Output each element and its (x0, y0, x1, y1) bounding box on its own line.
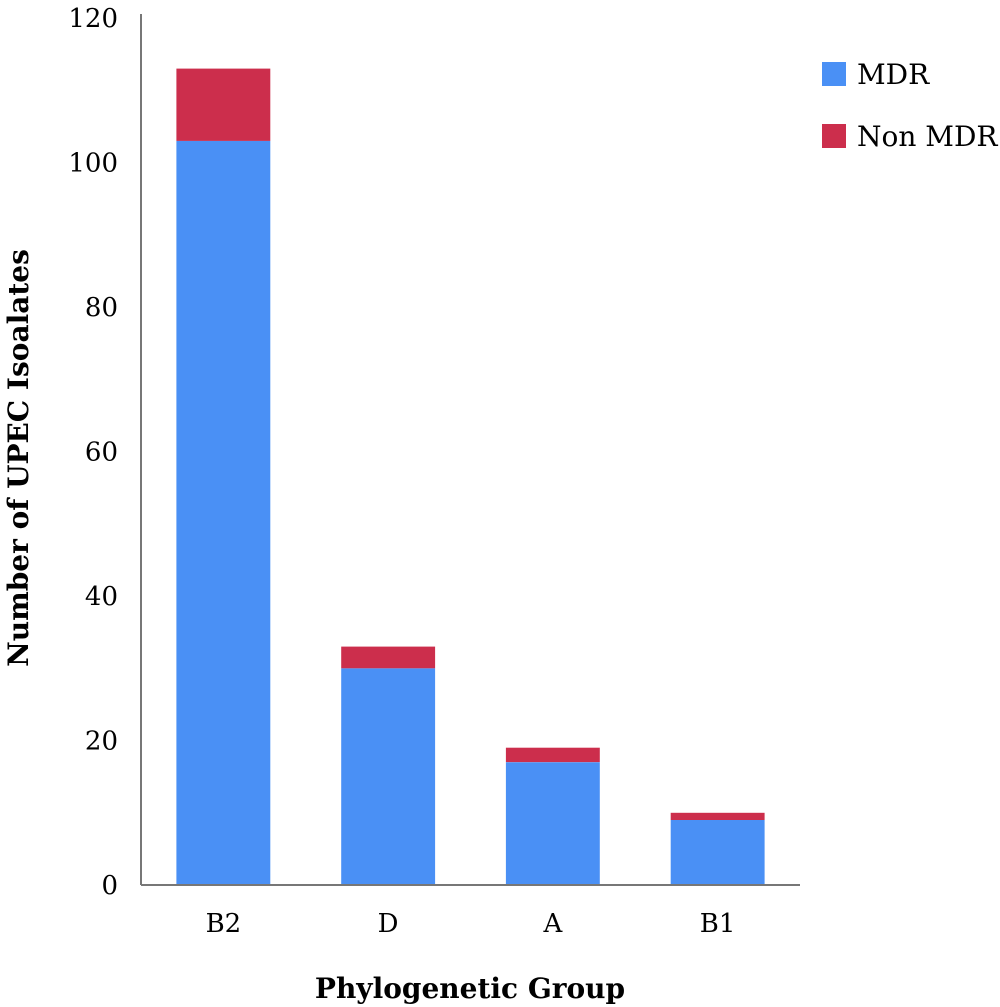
y-tick-label: 100 (68, 149, 118, 179)
legend-label-non-mdr: Non MDR (857, 120, 998, 153)
bar-non-mdr-a (505, 747, 600, 763)
x-tick-label: A (543, 909, 564, 939)
bar-non-mdr-b2 (176, 68, 271, 141)
x-tick-label: D (378, 909, 399, 939)
x-tick-labels: B2 D A B1 (206, 909, 736, 939)
bar-non-mdr-d (341, 646, 436, 669)
x-tick-label: B1 (700, 909, 736, 939)
x-tick-label: B2 (206, 909, 242, 939)
bar-non-mdr-b1 (670, 812, 765, 820)
bar-mdr-b2 (176, 140, 271, 886)
y-tick-label: 120 (68, 4, 118, 34)
x-axis-title: Phylogenetic Group (315, 972, 625, 1005)
y-tick-labels: 0 20 40 60 80 100 120 (68, 4, 118, 901)
bars-group (176, 68, 765, 886)
axes-group (140, 14, 800, 886)
y-axis-title: Number of UPEC Isoalates (2, 249, 35, 667)
y-tick-label: 80 (85, 293, 118, 323)
legend-label-mdr: MDR (857, 58, 930, 91)
y-tick-label: 40 (85, 582, 118, 612)
y-tick-label: 60 (85, 438, 118, 468)
legend-swatch-non-mdr (822, 124, 846, 148)
bar-mdr-d (341, 668, 436, 886)
y-tick-label: 0 (101, 871, 118, 901)
legend-swatch-mdr (822, 62, 846, 86)
legend: MDR Non MDR (822, 58, 998, 153)
y-tick-label: 20 (85, 727, 118, 757)
bar-mdr-b1 (670, 820, 765, 885)
bar-mdr-a (505, 762, 600, 885)
